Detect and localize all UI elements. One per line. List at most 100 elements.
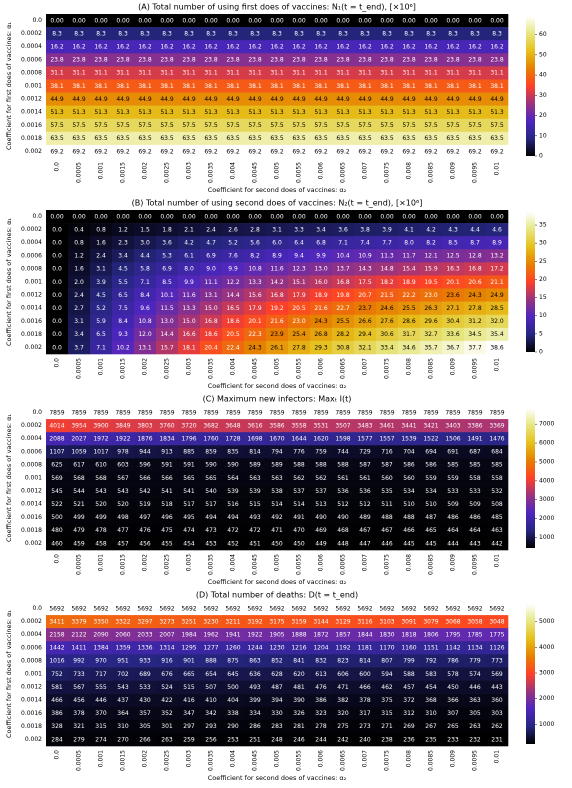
- colorbar-tick-label: 3000: [539, 670, 554, 677]
- cell-label: 588: [293, 462, 305, 469]
- heatmap-cell: [112, 223, 135, 237]
- heatmap-cell: [68, 406, 91, 420]
- cell-label: 467: [381, 527, 393, 534]
- x-axis-label: Coefficient for second does of vaccines:…: [208, 578, 347, 586]
- cell-label: 0.00: [138, 213, 152, 220]
- heatmap-cell: [68, 262, 91, 276]
- x-tick-label: 0.0045: [252, 554, 259, 575]
- cell-label: 266: [139, 736, 151, 743]
- cell-label: 63.5: [380, 135, 394, 142]
- cell-label: 410: [205, 697, 217, 704]
- cell-label: 0.00: [138, 17, 152, 24]
- heatmap-cell: [486, 288, 509, 302]
- cell-label: 31.1: [468, 70, 482, 77]
- cell-label: 8.3: [184, 30, 194, 37]
- y-tick-label: 0.0006: [21, 644, 42, 651]
- heatmap-cell: [442, 144, 465, 159]
- cell-label: 1230: [269, 645, 284, 652]
- cell-label: 44.9: [226, 96, 240, 103]
- heatmap-cell: [244, 471, 267, 485]
- cell-label: 9.6: [140, 305, 150, 312]
- cell-label: 471: [271, 527, 283, 534]
- cell-label: 5692: [225, 605, 240, 612]
- heatmap-cell: [46, 471, 69, 485]
- heatmap-cell: [68, 484, 91, 498]
- cell-label: 23.8: [402, 57, 416, 64]
- heatmap-cell: [90, 223, 113, 237]
- heatmap-cell: [464, 275, 487, 289]
- y-tick-label: 0.0012: [21, 488, 42, 495]
- y-tick-label: 0.0006: [21, 252, 42, 259]
- heatmap-cell: [376, 536, 399, 551]
- heatmap-cell: [134, 458, 157, 472]
- heatmap-cell: [442, 497, 465, 512]
- cell-label: 0.00: [424, 213, 438, 220]
- y-tick-label: 0.002: [25, 736, 42, 743]
- cell-label: 0.00: [468, 17, 482, 24]
- cell-label: 35.7: [424, 344, 438, 351]
- cell-label: 26.6: [358, 318, 372, 325]
- heatmap-cell: [156, 406, 179, 420]
- cell-label: 799: [403, 658, 415, 665]
- x-tick-label: 0.0025: [164, 358, 171, 379]
- heatmap-cell: [244, 27, 267, 41]
- heatmap-cell: [332, 210, 355, 224]
- heatmap-cell: [420, 118, 443, 133]
- heatmap-cell: [398, 249, 421, 263]
- cell-label: 0.00: [402, 17, 416, 24]
- heatmap-cell: [266, 275, 289, 289]
- cell-label: 8.0: [404, 240, 414, 247]
- heatmap-cell: [266, 53, 289, 67]
- heatmap-cell: [420, 536, 443, 551]
- heatmap-cell: [46, 53, 69, 67]
- cell-label: 231: [491, 736, 503, 743]
- heatmap-cell: [398, 523, 421, 538]
- heatmap-cell: [244, 432, 267, 446]
- cell-label: 7859: [93, 409, 108, 416]
- heatmap-cell: [222, 105, 245, 120]
- cell-label: 496: [161, 514, 173, 521]
- cell-label: 57.5: [182, 122, 196, 129]
- heatmap-cell: [332, 471, 355, 485]
- cell-label: 57.5: [380, 122, 394, 129]
- heatmap-cell: [244, 536, 267, 551]
- cell-label: 583: [425, 671, 437, 678]
- cell-label: 1522: [423, 436, 438, 443]
- heatmap-cell: [310, 327, 333, 342]
- heatmap-cell: [134, 131, 157, 146]
- cell-label: 3507: [335, 422, 350, 429]
- cell-label: 44.9: [116, 96, 130, 103]
- heatmap-cell: [310, 419, 333, 433]
- heatmap-cell: [398, 327, 421, 342]
- heatmap-cell: [398, 497, 421, 512]
- y-tick-label: 0.0004: [21, 435, 42, 442]
- heatmap-cell: [222, 497, 245, 512]
- heatmap-cell: [486, 275, 509, 289]
- cell-label: 57.5: [138, 122, 152, 129]
- heatmap-cell: [376, 249, 399, 263]
- x-tick-label: 0.01: [494, 750, 501, 764]
- x-tick-label: 0.0035: [208, 358, 215, 379]
- heatmap-cell: [464, 419, 487, 433]
- heatmap-cell: [310, 92, 333, 106]
- heatmap-cell: [354, 314, 377, 329]
- x-tick-label: 0.009: [450, 358, 457, 375]
- cell-label: 21.1: [490, 279, 504, 286]
- y-tick-label: 0.0: [32, 605, 42, 612]
- x-tick-label: 0.002: [142, 554, 149, 571]
- cell-label: 63.5: [468, 135, 482, 142]
- cell-label: 23.8: [182, 57, 196, 64]
- cell-label: 540: [205, 488, 217, 495]
- heatmap-cell: [442, 53, 465, 67]
- heatmap-cell: [310, 144, 333, 159]
- cell-label: 31.1: [270, 70, 284, 77]
- heatmap-cell: [178, 536, 201, 551]
- heatmap-cell: [354, 105, 377, 120]
- heatmap-cell: [112, 27, 135, 41]
- heatmap-cell: [486, 53, 509, 67]
- cell-label: 465: [425, 527, 437, 534]
- cell-label: 508: [491, 501, 503, 508]
- heatmap-cell: [266, 602, 289, 616]
- cell-label: 518: [161, 501, 173, 508]
- x-tick-label: 0.0035: [208, 554, 215, 575]
